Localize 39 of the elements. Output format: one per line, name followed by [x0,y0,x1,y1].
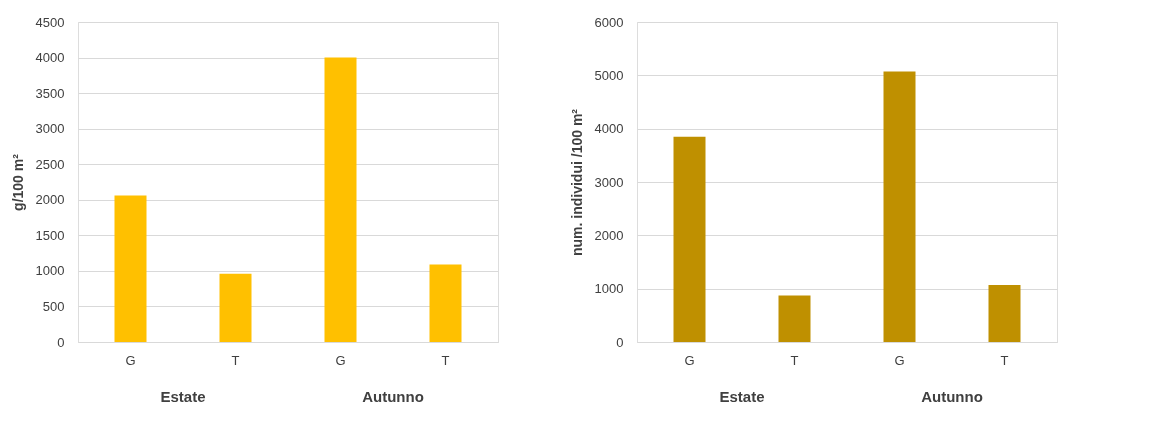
y-tick-label: 1000 [35,263,65,279]
bar [673,136,706,342]
y-axis-title: num. individui /100 m² [568,108,585,257]
y-tick-label: 0 [616,334,624,350]
x-tick-label: T [1000,352,1009,368]
bar [114,195,147,342]
x-tick-label: G [335,352,346,368]
y-tick-label: 1000 [594,281,624,297]
bar [988,284,1021,342]
y-tick-label: 2000 [594,227,624,243]
bar [883,71,916,342]
y-tick-label: 4000 [35,50,65,66]
bar [778,295,811,342]
text: Estate [160,388,206,405]
x-tick-label: G [894,352,905,368]
y-tick-label: 4500 [35,14,65,30]
bar [324,57,357,342]
x-tick-label: G [125,352,136,368]
x-tick-label: G [684,352,695,368]
y-tick-label: 4000 [594,121,624,137]
bar [219,273,252,342]
text: Autunno [921,388,983,405]
y-tick-label: 0 [57,334,65,350]
y-tick-label: 3000 [594,174,624,190]
text: Estate [719,388,765,405]
y-tick-label: 3000 [35,121,65,137]
x-tick-label: T [790,352,799,368]
y-tick-label: 3500 [35,85,65,101]
x-tick-label: T [231,352,240,368]
y-tick-label: 2000 [35,192,65,208]
bar [429,264,462,342]
y-axis-title: g/100 m² [9,153,26,211]
y-tick-label: 6000 [594,14,624,30]
y-tick-label: 1500 [35,227,65,243]
y-tick-label: 2500 [35,156,65,172]
y-tick-label: 500 [42,298,65,314]
y-tick-label: 5000 [594,67,624,83]
text: Autunno [362,388,424,405]
x-tick-label: T [441,352,450,368]
